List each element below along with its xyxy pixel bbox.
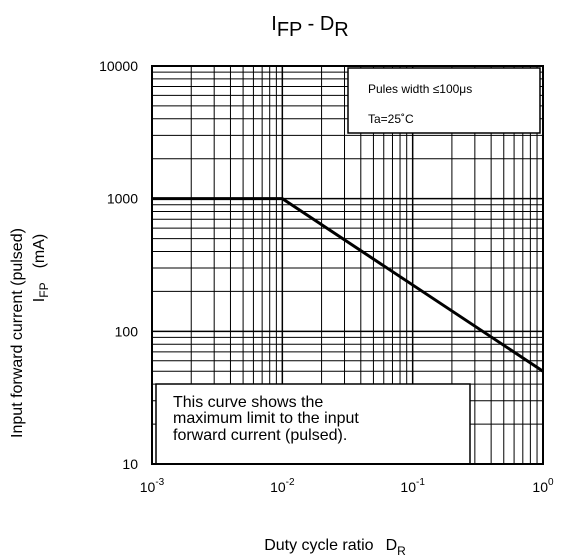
x-axis-label: Duty cycle ratio DR <box>264 537 406 558</box>
y-axis-label-line1: Input forward current (pulsed) <box>9 228 26 438</box>
x-tick-label: 10-3 <box>140 477 165 495</box>
y-tick-label: 10000 <box>99 58 138 74</box>
x-tick-label: 10-1 <box>400 477 425 495</box>
legend-box: Pules width ≤100μs Ta=25˚C <box>347 67 541 134</box>
legend-pulse-width: Pules width ≤100μs <box>368 82 472 96</box>
note-box: This curve shows the maximum limit to th… <box>155 383 471 465</box>
y-tick-label: 1000 <box>107 191 138 207</box>
legend-temperature: Ta=25˚C <box>368 112 414 126</box>
plot-frame <box>151 65 544 465</box>
series-layer <box>152 197 544 373</box>
chart-title: IFP - DR <box>271 13 348 41</box>
x-tick-label: 10-2 <box>270 477 295 495</box>
y-tick-label: 10 <box>122 456 138 472</box>
series-line <box>152 197 544 373</box>
y-tick-label: 100 <box>115 323 139 339</box>
note-box-frame <box>155 383 471 465</box>
legend-box-frame <box>347 67 541 134</box>
note-line-2: maximum limit to the input <box>173 410 359 427</box>
note-line-1: This curve shows the <box>173 394 323 411</box>
y-axis-label-line2: IFP(mA) <box>31 234 51 302</box>
note-line-3: forward current (pulsed). <box>173 427 347 444</box>
y-tick-labels: 10 100 1000 10000 <box>99 58 138 472</box>
x-tick-label: 100 <box>532 477 554 495</box>
x-tick-labels: 10-3 10-2 10-1 100 <box>140 477 554 495</box>
